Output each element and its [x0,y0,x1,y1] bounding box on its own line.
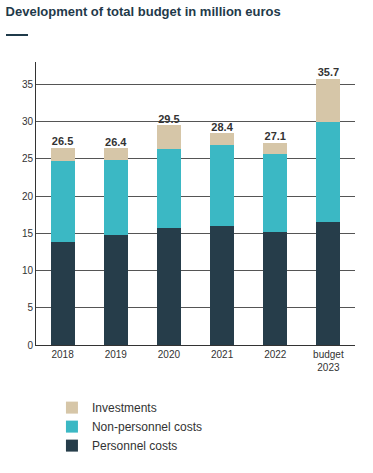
svg-text:5: 5 [27,302,33,313]
svg-text:0: 0 [27,340,33,351]
svg-text:Investments: Investments [92,401,157,415]
svg-text:28.4: 28.4 [211,121,233,133]
svg-text:29.5: 29.5 [158,113,179,125]
svg-text:2018: 2018 [51,349,74,360]
svg-text:20: 20 [22,191,34,202]
svg-text:2020: 2020 [158,349,181,360]
svg-text:25: 25 [22,153,34,164]
svg-text:30: 30 [22,116,34,127]
svg-text:2021: 2021 [211,349,234,360]
svg-text:2022: 2022 [264,349,287,360]
svg-text:Personnel costs: Personnel costs [92,439,177,453]
svg-text:26.4: 26.4 [105,136,127,148]
svg-text:15: 15 [22,228,34,239]
svg-text:Development of total budget in: Development of total budget in million e… [6,4,281,19]
svg-text:2019: 2019 [105,349,128,360]
svg-text:10: 10 [22,265,34,276]
svg-text:35.7: 35.7 [318,66,339,78]
svg-text:budget2023: budget2023 [313,349,344,373]
svg-text:35: 35 [22,79,34,90]
svg-text:27.1: 27.1 [265,130,286,142]
svg-text:26.5: 26.5 [52,135,73,147]
svg-text:Non-personnel costs: Non-personnel costs [92,420,202,434]
